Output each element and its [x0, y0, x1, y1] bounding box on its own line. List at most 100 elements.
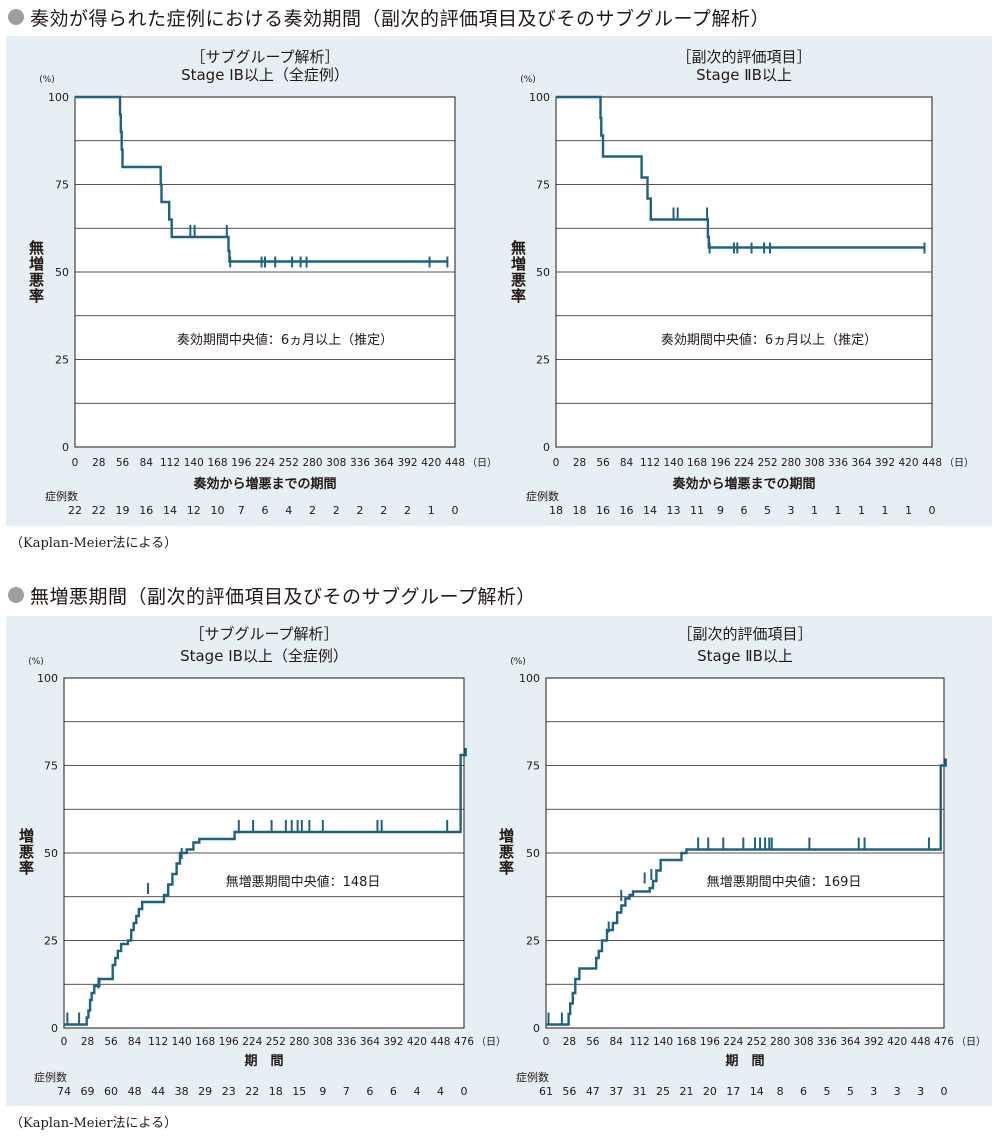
x-tick-label: 252	[757, 457, 777, 469]
y-tick-label: 100	[37, 672, 58, 685]
at-risk-value: 1	[835, 504, 842, 517]
x-tick-label: 364	[360, 1036, 380, 1048]
at-risk-value: 6	[366, 1085, 373, 1098]
x-tick-label: 392	[397, 457, 417, 469]
median-annotation: 無増悪期間中央値：169日	[707, 874, 862, 890]
x-tick-label: 140	[184, 457, 204, 469]
at-risk-value: 3	[917, 1085, 924, 1098]
at-risk-value: 22	[68, 504, 82, 517]
chart-subtitle: Stage ⅠB以上（全症例）	[181, 66, 349, 84]
at-risk-value: 13	[667, 504, 681, 517]
at-risk-value: 4	[285, 504, 292, 517]
at-risk-value: 2	[309, 504, 316, 517]
at-risk-value: 19	[116, 504, 130, 517]
x-tick-label: 28	[92, 457, 105, 469]
x-tick-label: 336	[350, 457, 370, 469]
km-step-line	[75, 95, 449, 263]
at-risk-value: 74	[57, 1085, 71, 1098]
method-note: （Kaplan-Meier法による）	[10, 536, 178, 551]
y-unit-label: (%)	[520, 75, 536, 85]
x-tick-label: 112	[148, 1036, 168, 1048]
at-risk-value: 1	[858, 504, 865, 517]
y-tick-label: 50	[526, 847, 540, 860]
x-tick-label: 420	[898, 457, 918, 469]
at-risk-value: 5	[764, 504, 771, 517]
x-tick-label: 420	[887, 1036, 907, 1048]
x-tick-label: 56	[104, 1036, 118, 1048]
median-annotation: 無増悪期間中央値：148日	[226, 874, 381, 890]
km-step-line	[556, 95, 926, 249]
at-risk-value: 11	[690, 504, 704, 517]
x-tick-label: 392	[383, 1036, 403, 1048]
y-tick-label: 50	[55, 266, 69, 279]
y-tick-label: 25	[44, 935, 58, 948]
at-risk-value: 6	[741, 504, 748, 517]
x-tick-label: 140	[172, 1036, 192, 1048]
km-step-line	[64, 748, 467, 1026]
at-risk-value: 69	[81, 1085, 95, 1098]
x-tick-label: 0	[553, 457, 560, 469]
x-tick-label: 56	[116, 457, 130, 469]
x-tick-label: 56	[596, 457, 610, 469]
x-tick-label: 280	[781, 457, 801, 469]
at-risk-value: 8	[777, 1085, 784, 1098]
x-tick-label: 448	[445, 457, 465, 469]
x-tick-label: 280	[302, 457, 322, 469]
y-tick-label: 100	[48, 91, 69, 104]
at-risk-value: 16	[139, 504, 153, 517]
x-tick-label: 28	[81, 1036, 94, 1048]
at-risk-value: 31	[633, 1085, 647, 1098]
chart-title: ［サブグループ解析］	[189, 625, 338, 643]
chart-subtitle: Stage ⅡB以上	[696, 66, 792, 84]
y-tick-label: 25	[526, 935, 540, 948]
at-risk-value: 47	[586, 1085, 600, 1098]
y-axis-label: 無増悪率	[509, 239, 527, 304]
at-risk-value: 9	[319, 1085, 326, 1098]
at-risk-label: 症例数	[45, 489, 78, 503]
bullet-icon	[8, 9, 24, 25]
chart-title: ［副次的評価項目］	[677, 625, 812, 643]
at-risk-value: 0	[941, 1085, 948, 1098]
at-risk-value: 61	[539, 1085, 553, 1098]
y-tick-label: 75	[44, 760, 58, 773]
x-tick-label: 28	[573, 457, 586, 469]
at-risk-value: 17	[726, 1085, 740, 1098]
at-risk-value: 37	[609, 1085, 623, 1098]
x-tick-label: 84	[610, 1036, 624, 1048]
x-tick-label: 336	[828, 457, 848, 469]
x-tick-label: 476	[454, 1036, 474, 1048]
y-tick-label: 50	[536, 266, 550, 279]
at-risk-value: 22	[92, 504, 106, 517]
x-tick-label: 252	[266, 1036, 286, 1048]
section-header-progression: 無増悪期間（副次的評価項目及びそのサブグループ解析）	[8, 580, 536, 610]
at-risk-value: 60	[104, 1085, 118, 1098]
bullet-icon	[8, 587, 24, 603]
x-tick-label: 224	[723, 1036, 743, 1048]
at-risk-value: 48	[128, 1085, 142, 1098]
at-risk-value: 16	[596, 504, 610, 517]
at-risk-value: 23	[222, 1085, 236, 1098]
x-axis-label: 期 間	[244, 1054, 283, 1069]
y-tick-label: 0	[533, 1022, 540, 1035]
x-tick-label: 280	[289, 1036, 309, 1048]
x-tick-label: 476	[934, 1036, 954, 1048]
median-annotation: 奏効期間中央値：6ヵ月以上（推定）	[661, 332, 877, 348]
section-title: 奏効が得られた症例における奏効期間（副次的評価項目及びそのサブグループ解析）	[30, 7, 770, 30]
at-risk-value: 10	[211, 504, 225, 517]
at-risk-value: 0	[929, 504, 936, 517]
at-risk-value: 14	[750, 1085, 764, 1098]
x-axis-label: 奏効から増悪までの期間	[671, 476, 815, 492]
x-tick-label: 168	[676, 1036, 696, 1048]
x-tick-label: 448	[922, 457, 942, 469]
x-tick-label: 0	[72, 457, 79, 469]
y-unit-label: (%)	[510, 657, 526, 667]
at-risk-label: 症例数	[526, 489, 559, 503]
y-tick-label: 100	[529, 91, 550, 104]
section-header-response: 奏効が得られた症例における奏効期間（副次的評価項目及びそのサブグループ解析）	[8, 2, 770, 32]
x-tick-label: 308	[794, 1036, 814, 1048]
at-risk-label: 症例数	[34, 1070, 67, 1084]
y-tick-label: 25	[536, 354, 550, 367]
y-axis-label: 増悪率	[497, 827, 515, 876]
x-tick-label: 196	[700, 1036, 720, 1048]
